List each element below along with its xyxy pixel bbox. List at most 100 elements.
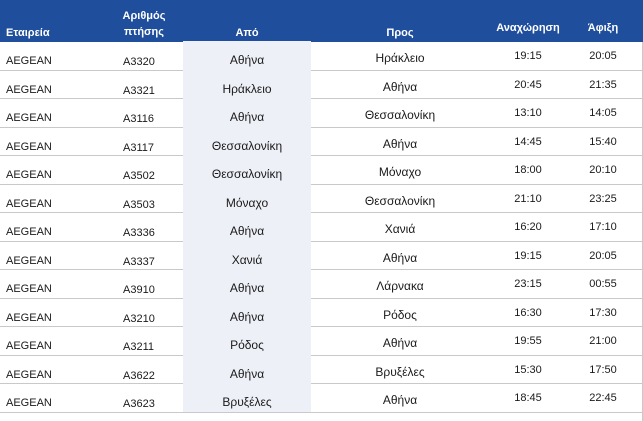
cell-airline: AEGEAN — [6, 283, 52, 295]
cell-airline: AEGEAN — [6, 169, 52, 181]
cell-arrival: 21:35 — [589, 78, 617, 91]
table-row: AEGEAN A3336 Αθήνα Χανιά 16:20 17:10 — [0, 212, 643, 242]
cell-to: Βρυξέλες — [375, 364, 425, 379]
table-row: AEGEAN A3210 Αθήνα Ρόδος 16:30 17:30 — [0, 297, 643, 327]
cell-departure: 15:30 — [514, 363, 542, 376]
table-row: AEGEAN A3910 Αθήνα Λάρνακα 23:15 00:55 — [0, 269, 643, 299]
cell-departure: 19:15 — [514, 50, 542, 62]
cell-to: Ηράκλειο — [375, 51, 425, 65]
table-row: AEGEAN A3117 Θεσσαλονίκη Αθήνα 14:45 15:40 — [0, 126, 643, 156]
cell-from: Αθήνα — [183, 212, 311, 241]
cell-flight-number: A3503 — [123, 198, 155, 211]
cell-airline: AEGEAN — [6, 83, 52, 96]
cell-from: Χανιά — [183, 240, 311, 270]
cell-airline: AEGEAN — [6, 311, 52, 324]
cell-departure: 16:30 — [514, 306, 542, 319]
cell-departure: 13:10 — [514, 107, 542, 119]
table-row: AEGEAN A3320 Αθήνα Ηράκλειο 19:15 20:05 — [0, 41, 643, 71]
cell-from: Μόναχο — [183, 183, 311, 213]
table-header: Εταιρεία Αριθμός πτήσης Από Προς Αναχώρη… — [0, 0, 643, 42]
table-row: AEGEAN A3337 Χανιά Αθήνα 19:15 20:05 — [0, 240, 643, 270]
table-body: AEGEAN A3320 Αθήνα Ηράκλειο 19:15 20:05 AEGEAN… — [0, 41, 643, 413]
cell-arrival: 14:05 — [589, 107, 617, 119]
cell-to: Ρόδος — [383, 307, 417, 322]
cell-from: Ηράκλειο — [183, 69, 311, 99]
cell-arrival: 17:30 — [589, 306, 617, 319]
cell-to: Αθήνα — [382, 250, 418, 265]
cell-from: Αθήνα — [183, 41, 311, 70]
cell-from: Αθήνα — [183, 98, 311, 127]
cell-airline: AEGEAN — [6, 55, 52, 67]
cell-to: Αθήνα — [382, 136, 418, 151]
cell-flight-number: A3336 — [123, 227, 155, 239]
header-arrival: Άφιξη — [587, 22, 619, 34]
cell-flight-number: A3321 — [123, 84, 155, 97]
cell-airline: AEGEAN — [6, 368, 52, 381]
header-to: Προς — [386, 27, 414, 39]
cell-airline: AEGEAN — [6, 112, 52, 124]
cell-from: Θεσσαλονίκη — [183, 155, 311, 184]
cell-arrival: 00:55 — [589, 278, 617, 290]
cell-flight-number: A3210 — [123, 312, 155, 325]
table-row: AEGEAN A3116 Αθήνα Θεσσαλονίκη 13:10 14:05 — [0, 98, 643, 128]
table-row: AEGEAN A3211 Ρόδος Αθήνα 19:55 21:00 — [0, 326, 643, 356]
cell-departure: 19:55 — [514, 335, 542, 347]
cell-flight-number: A3910 — [123, 284, 155, 296]
cell-arrival: 20:10 — [589, 164, 617, 176]
cell-departure: 18:00 — [514, 164, 542, 176]
cell-to: Χανιά — [384, 222, 416, 236]
cell-flight-number: A3320 — [123, 56, 155, 68]
cell-to: Θεσσαλονίκη — [364, 108, 436, 122]
cell-arrival: 23:25 — [589, 192, 617, 205]
header-from: Από — [235, 27, 259, 39]
cell-arrival: 17:10 — [589, 221, 617, 233]
cell-departure: 16:20 — [514, 221, 542, 233]
cell-from: Αθήνα — [183, 354, 311, 384]
cell-departure: 14:45 — [514, 135, 542, 148]
cell-from: Αθήνα — [183, 269, 311, 298]
cell-flight-number: A3623 — [123, 398, 155, 410]
cell-departure: 18:45 — [514, 392, 542, 404]
cell-to: Αθήνα — [382, 336, 418, 350]
cell-to: Λάρνακα — [376, 279, 424, 293]
cell-to: Αθήνα — [382, 79, 418, 94]
cell-to: Θεσσαλονίκη — [364, 193, 436, 208]
cell-airline: AEGEAN — [6, 397, 52, 409]
cell-airline: AEGEAN — [6, 226, 52, 238]
cell-flight-number: A3117 — [123, 141, 154, 154]
cell-departure: 21:10 — [514, 192, 542, 205]
cell-departure: 19:15 — [514, 249, 542, 262]
table-row: AEGEAN A3622 Αθήνα Βρυξέλες 15:30 17:50 — [0, 354, 643, 384]
table-row: AEGEAN A3502 Θεσσαλονίκη Μόναχο 18:00 20:10 — [0, 155, 643, 185]
cell-flight-number: A3211 — [123, 341, 154, 353]
cell-flight-number: A3622 — [123, 369, 155, 382]
cell-airline: AEGEAN — [6, 254, 52, 267]
cell-flight-number: A3502 — [123, 170, 155, 182]
cell-departure: 23:15 — [514, 278, 542, 290]
header-airline: Εταιρεία — [6, 27, 50, 39]
header-flight-number: Αριθμός πτήσης — [122, 10, 166, 38]
cell-airline: AEGEAN — [6, 340, 52, 352]
header-departure: Αναχώρηση — [496, 22, 560, 34]
cell-arrival: 22:45 — [589, 392, 617, 404]
cell-departure: 20:45 — [514, 78, 542, 91]
cell-from: Ρόδος — [183, 326, 311, 355]
table-row: AEGEAN A3623 Βρυξέλες Αθήνα 18:45 22:45 — [0, 383, 643, 413]
cell-arrival: 15:40 — [589, 135, 617, 148]
cell-to: Μόναχο — [378, 165, 422, 179]
cell-airline: AEGEAN — [6, 197, 52, 210]
cell-to: Αθήνα — [382, 393, 418, 407]
cell-arrival: 20:05 — [589, 249, 617, 262]
cell-airline: AEGEAN — [6, 140, 52, 153]
cell-from: Θεσσαλονίκη — [183, 126, 311, 156]
cell-flight-number: A3337 — [123, 255, 155, 268]
cell-from: Βρυξέλες — [183, 383, 311, 412]
cell-flight-number: A3116 — [123, 113, 154, 125]
cell-arrival: 17:50 — [589, 363, 617, 376]
cell-arrival: 20:05 — [589, 50, 617, 62]
cell-from: Αθήνα — [183, 297, 311, 327]
table-row: AEGEAN A3321 Ηράκλειο Αθήνα 20:45 21:35 — [0, 69, 643, 99]
cell-arrival: 21:00 — [589, 335, 617, 347]
table-row: AEGEAN A3503 Μόναχο Θεσσαλονίκη 21:10 23:25 — [0, 183, 643, 213]
